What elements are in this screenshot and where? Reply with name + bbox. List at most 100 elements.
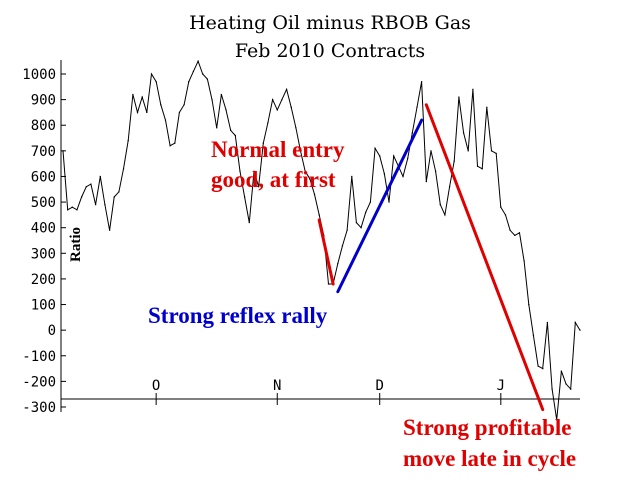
data-point xyxy=(81,196,83,198)
data-point xyxy=(462,132,465,134)
data-point xyxy=(425,180,427,183)
data-point xyxy=(407,157,409,160)
data-point xyxy=(281,99,283,101)
data-point xyxy=(178,111,181,114)
data-point xyxy=(62,150,64,152)
data-point xyxy=(202,73,204,75)
annotation-reflex-rally: Strong reflex rally xyxy=(148,303,328,328)
y-axis-label: Ratio xyxy=(68,227,84,262)
data-point xyxy=(136,111,139,114)
data-point xyxy=(206,78,208,80)
data-point xyxy=(351,175,353,178)
data-point xyxy=(439,204,441,206)
y-tick-label: 100 xyxy=(31,298,56,314)
data-point xyxy=(574,321,576,324)
data-point xyxy=(141,96,143,98)
data-point xyxy=(355,221,358,224)
annotation-profitable-move: Strong profitable move late in cycle xyxy=(403,415,576,471)
trend-line-1 xyxy=(317,218,335,286)
data-point xyxy=(542,367,544,370)
data-point xyxy=(365,211,367,213)
data-point xyxy=(85,186,87,188)
data-point xyxy=(486,106,488,108)
annotation-normal-entry-line-1: Normal entry xyxy=(211,137,345,162)
y-tick-label: -100 xyxy=(22,349,56,365)
data-point xyxy=(169,145,171,147)
data-point xyxy=(118,191,120,193)
data-point xyxy=(421,81,423,83)
data-point xyxy=(383,173,385,175)
data-point xyxy=(546,321,548,324)
data-point xyxy=(504,214,507,216)
data-point xyxy=(216,127,218,129)
x-tick-label: D xyxy=(376,378,384,394)
annotation-normal-entry: Normal entry good, at first xyxy=(211,137,345,192)
data-point xyxy=(435,170,437,172)
data-point xyxy=(402,175,404,178)
trend-lines xyxy=(317,103,545,412)
data-point xyxy=(76,209,78,211)
data-point xyxy=(230,129,232,131)
data-point xyxy=(197,60,199,62)
data-point xyxy=(360,227,362,229)
data-point xyxy=(509,229,511,231)
data-point xyxy=(309,178,311,180)
data-point xyxy=(211,99,213,101)
data-point xyxy=(318,214,320,216)
data-point xyxy=(146,111,148,114)
y-axis-ticks: 10009008007006005004003002001000-100-200… xyxy=(22,67,66,416)
data-point xyxy=(90,183,92,185)
trend-line-3 xyxy=(424,103,545,412)
data-point xyxy=(490,150,493,152)
data-point xyxy=(290,106,292,108)
x-tick-label: O xyxy=(152,378,160,394)
data-point xyxy=(220,93,222,96)
data-point xyxy=(327,283,330,285)
data-point xyxy=(276,109,278,111)
y-tick-label: 0 xyxy=(48,323,56,339)
data-point xyxy=(411,132,413,134)
y-tick-label: 300 xyxy=(31,246,56,262)
y-tick-label: 900 xyxy=(31,93,56,109)
data-point xyxy=(388,201,390,203)
data-point xyxy=(267,122,269,124)
data-point xyxy=(444,214,446,216)
data-point xyxy=(458,96,460,98)
data-point xyxy=(234,134,236,137)
data-point xyxy=(108,229,111,231)
data-point xyxy=(532,334,535,336)
data-point xyxy=(183,104,185,106)
x-tick-label: J xyxy=(497,378,505,394)
y-tick-label: 400 xyxy=(31,221,56,237)
data-point xyxy=(71,206,73,208)
chart-subtitle: Feb 2010 Contracts xyxy=(235,40,425,62)
data-point xyxy=(476,165,479,167)
data-point xyxy=(192,70,195,73)
data-point xyxy=(528,303,530,306)
y-tick-label: 500 xyxy=(31,195,56,211)
data-point xyxy=(285,88,288,90)
annotation-normal-entry-line-2: good, at first xyxy=(211,167,336,192)
trend-line-2 xyxy=(336,118,424,294)
data-point xyxy=(500,206,502,208)
data-point xyxy=(67,209,69,211)
data-point xyxy=(104,204,106,206)
y-tick-label: -300 xyxy=(22,400,56,416)
data-point xyxy=(579,329,581,331)
data-point xyxy=(518,232,521,234)
data-point xyxy=(271,99,274,101)
data-point xyxy=(565,383,567,385)
data-point xyxy=(239,170,241,172)
data-point xyxy=(188,81,190,83)
y-tick-label: 200 xyxy=(31,272,56,288)
data-point xyxy=(164,119,167,121)
data-point xyxy=(495,152,497,155)
data-point xyxy=(453,160,455,162)
data-point xyxy=(99,175,101,178)
data-point xyxy=(122,168,125,170)
data-point xyxy=(295,127,297,129)
data-point xyxy=(304,170,306,172)
data-point xyxy=(467,150,469,152)
